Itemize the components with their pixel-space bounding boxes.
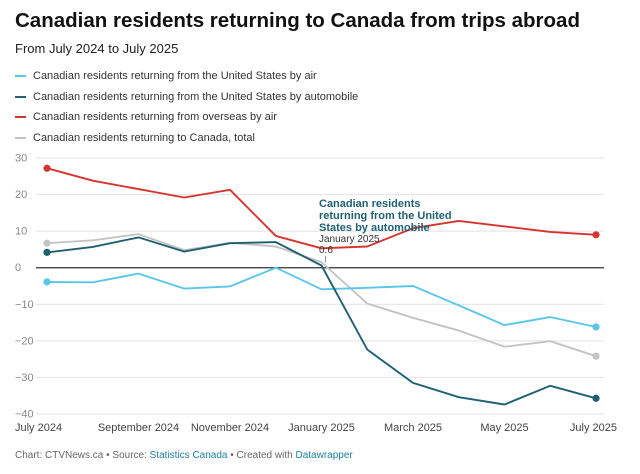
chart-subtitle: From July 2024 to July 2025 — [15, 41, 179, 56]
legend-label-us-air: Canadian residents returning from the Un… — [33, 70, 317, 83]
legend: Canadian residents returning from the Un… — [15, 66, 358, 148]
y-tick-label: −40 — [15, 409, 34, 421]
y-tick-label: 10 — [15, 226, 27, 238]
series-endpoint-us-automobile — [592, 394, 600, 402]
y-tick-label: 0 — [15, 262, 21, 274]
chart-title: Canadian residents returning to Canada f… — [15, 9, 580, 32]
series-endpoint-us-air — [43, 278, 51, 286]
legend-swatch-us-air — [15, 75, 26, 78]
footer-prefix: Chart: CTVNews.ca • Source: — [15, 450, 150, 461]
series-endpoint-overseas-air — [43, 164, 51, 172]
footer-source-link[interactable]: Statistics Canada — [149, 450, 228, 461]
annotation-title-line: returning from the United — [319, 210, 452, 222]
annotation-date: January 2025 — [319, 234, 380, 245]
chart-footer: Chart: CTVNews.ca • Source: Statistics C… — [15, 450, 353, 461]
x-tick-label: September 2024 — [98, 422, 179, 434]
x-tick-label: March 2025 — [384, 422, 442, 434]
series-line-total — [46, 233, 597, 358]
y-tick-label: −10 — [15, 299, 34, 311]
legend-item-overseas-air: Canadian residents returning from overse… — [15, 107, 358, 128]
legend-item-us-automobile: Canadian residents returning from the Un… — [15, 87, 358, 108]
legend-item-total: Canadian residents returning to Canada, … — [15, 128, 358, 149]
y-tick-label: −20 — [15, 335, 34, 347]
x-tick-label: January 2025 — [288, 422, 355, 434]
x-tick-label: November 2024 — [191, 422, 269, 434]
y-tick-label: −30 — [15, 372, 34, 384]
series-line-us-automobile — [46, 236, 597, 406]
legend-swatch-us-automobile — [15, 95, 26, 98]
legend-label-us-automobile: Canadian residents returning from the Un… — [33, 90, 359, 103]
series-endpoint-overseas-air — [592, 231, 600, 239]
annotation-title-line: Canadian residents — [319, 198, 420, 210]
y-tick-label: 30 — [15, 153, 27, 165]
series-endpoint-us-air — [592, 323, 600, 331]
y-tick-label: 20 — [15, 189, 27, 201]
legend-label-total: Canadian residents returning to Canada, … — [33, 131, 255, 144]
footer-middle: • Created with — [227, 450, 296, 461]
legend-item-us-air: Canadian residents returning from the Un… — [15, 66, 358, 87]
series-endpoint-total — [43, 239, 51, 247]
series-endpoint-us-automobile — [43, 248, 51, 256]
x-tick-label: May 2025 — [480, 422, 528, 434]
legend-swatch-total — [15, 136, 26, 139]
legend-label-overseas-air: Canadian residents returning from overse… — [33, 111, 277, 124]
series-line-overseas-air — [46, 167, 597, 250]
x-tick-label: July 2024 — [15, 422, 62, 434]
annotation-title-line: States by automobile — [319, 222, 430, 234]
series-line-us-air — [46, 266, 597, 328]
legend-swatch-overseas-air — [15, 116, 26, 119]
series-endpoint-total — [592, 352, 600, 360]
x-tick-label: July 2025 — [570, 422, 617, 434]
footer-tool-link[interactable]: Datawrapper — [295, 450, 353, 461]
annotation-value: 0.6 — [319, 245, 333, 256]
